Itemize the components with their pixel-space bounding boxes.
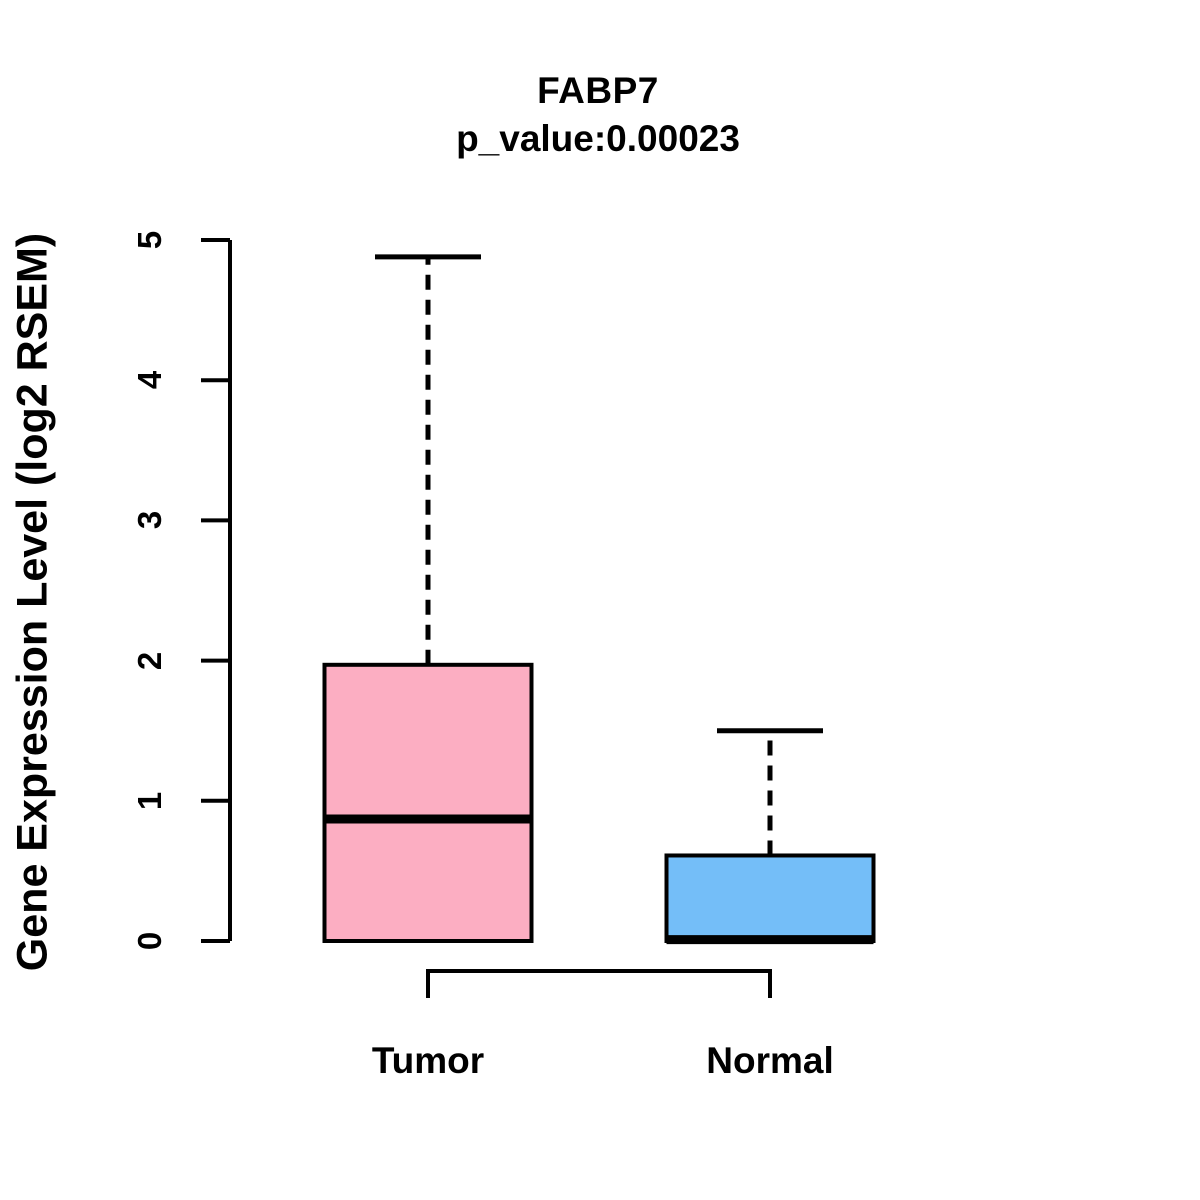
x-category-label: Normal xyxy=(706,1040,834,1081)
iqr-box-normal xyxy=(664,853,876,944)
iqr-box-tumor xyxy=(322,662,534,944)
y-tick-label: 2 xyxy=(131,651,168,670)
x-category-label: Tumor xyxy=(371,1040,485,1081)
chart-subtitle: p_value:0.00023 xyxy=(456,118,740,159)
chart-title: FABP7 xyxy=(537,70,659,111)
comparison-bracket xyxy=(426,969,772,998)
y-tick-label: 5 xyxy=(131,230,168,250)
y-tick-label: 0 xyxy=(131,931,168,951)
y-tick-label: 3 xyxy=(131,511,168,530)
y-tick-label: 4 xyxy=(131,371,168,390)
y-tick-label: 1 xyxy=(131,791,168,810)
